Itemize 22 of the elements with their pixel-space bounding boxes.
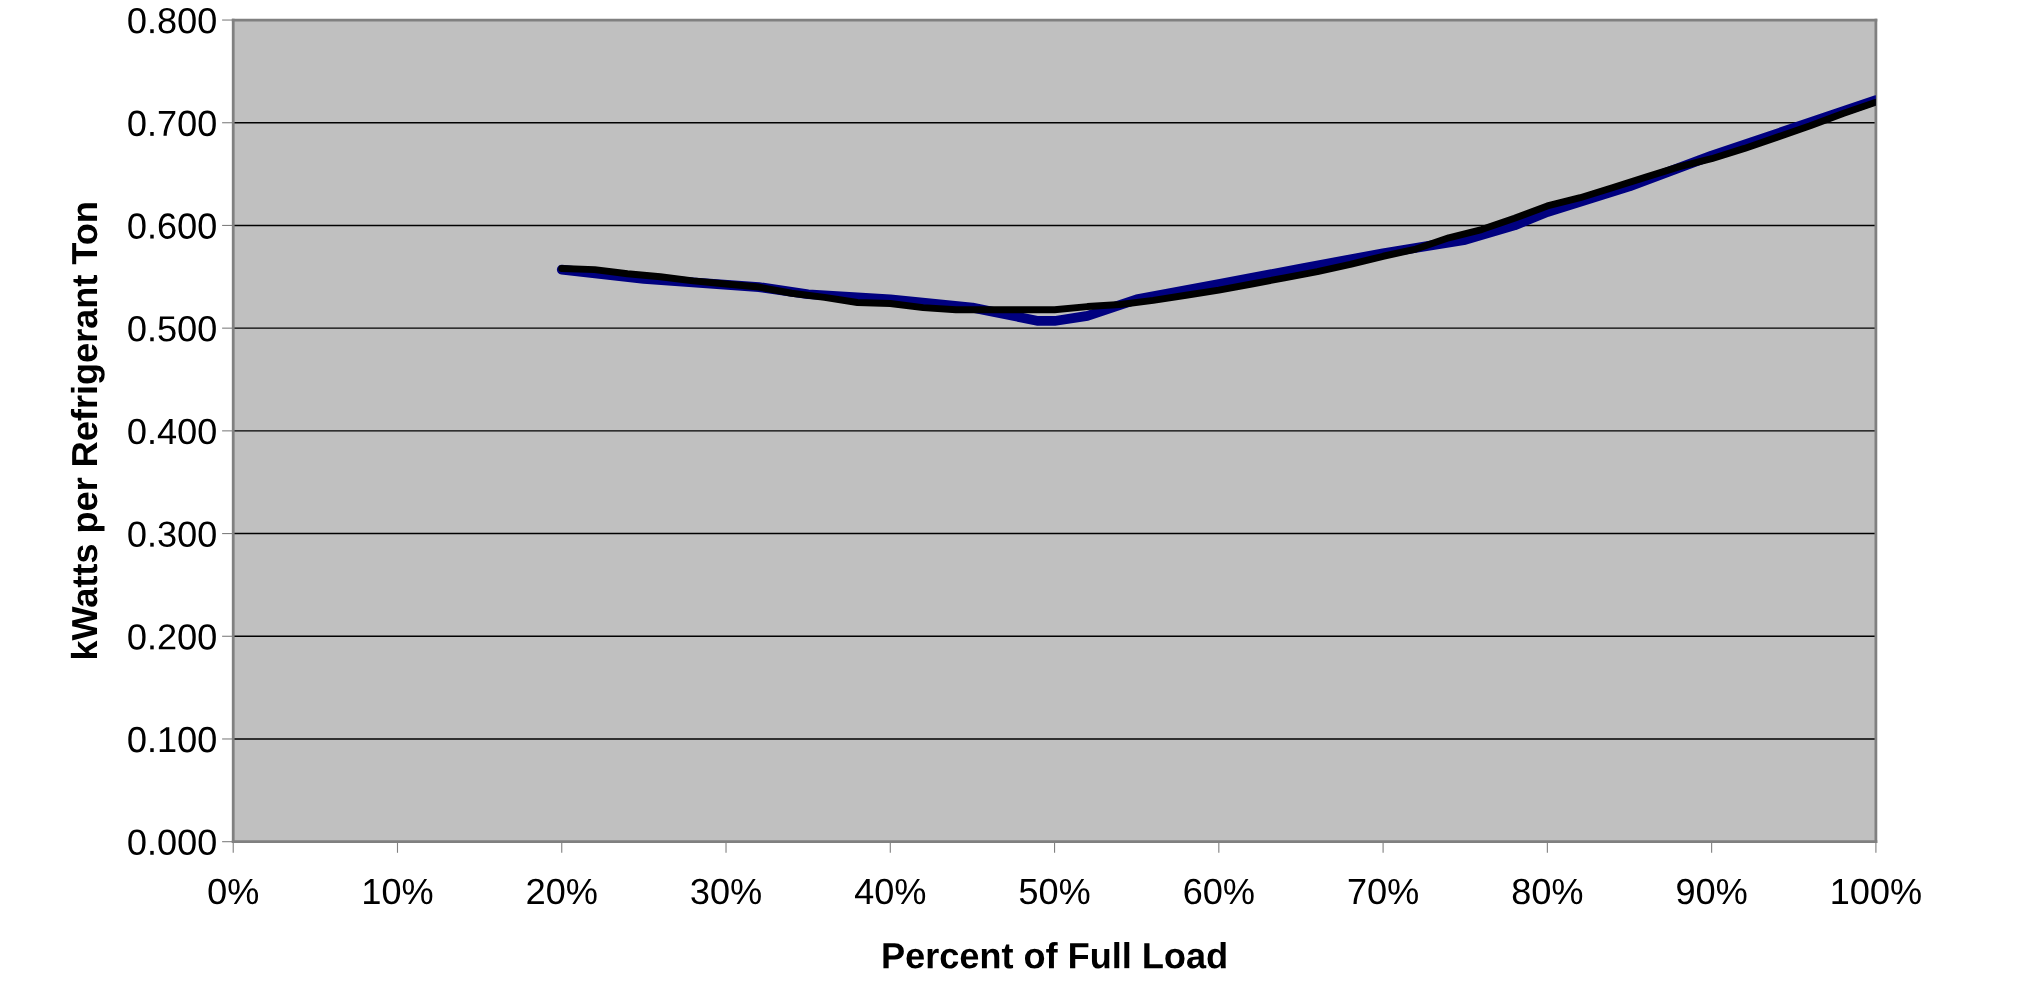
x-tick-label: 0%: [208, 878, 259, 905]
x-tick-label: 40%: [854, 878, 926, 905]
x-tick-label: 10%: [364, 878, 433, 905]
y-tick-label: 0.500: [128, 316, 216, 342]
y-tick-label: 0.300: [128, 521, 216, 548]
x-tick-label: 20%: [527, 878, 597, 905]
x-tick-label: 70%: [1348, 878, 1418, 905]
x-axis-title: Percent of Full Load: [883, 942, 1226, 969]
y-tick-label: 0.100: [128, 726, 216, 753]
x-tick-label: 80%: [1512, 878, 1583, 905]
x-tick-label: 50%: [1019, 878, 1090, 905]
y-axis-title: kWatts per Refrigerant Ton: [70, 203, 105, 659]
y-tick-label: 0.200: [128, 624, 216, 650]
y-tick-label: 0.000: [128, 829, 216, 856]
y-tick-label: 0.800: [128, 7, 216, 34]
x-tick-label: 90%: [1677, 878, 1747, 905]
x-tick-label: 100%: [1832, 878, 1921, 905]
x-tick-label: 60%: [1184, 878, 1254, 905]
x-tick-label: 30%: [691, 878, 761, 905]
y-tick-label: 0.600: [128, 213, 216, 239]
y-tick-label: 0.400: [128, 418, 216, 445]
y-tick-label: 0.700: [128, 110, 216, 137]
